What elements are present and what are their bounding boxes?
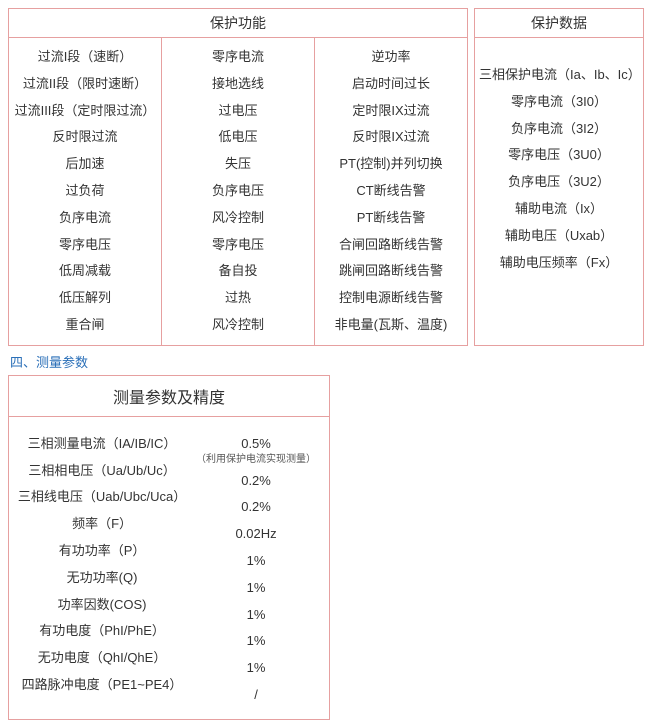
list-item: 过热 — [166, 285, 310, 312]
list-item: 过负荷 — [13, 178, 157, 205]
measure-value: 0.2% — [189, 494, 323, 521]
measure-note: （利用保护电流实现测量） — [189, 455, 323, 465]
measure-label: 无功电度（QhI/QhE） — [15, 645, 189, 672]
measure-label: 频率（F） — [15, 511, 189, 538]
measure-value: 0.2% — [189, 468, 323, 495]
list-item: 低周减载 — [13, 258, 157, 285]
list-item: 负序电流（3I2） — [479, 116, 639, 143]
measure-label: 三相测量电流（IA/IB/IC） — [15, 431, 189, 458]
list-item: 重合闸 — [13, 312, 157, 339]
list-item: 零序电流（3I0） — [479, 89, 639, 116]
list-item: 风冷控制 — [166, 312, 310, 339]
measure-value: 1% — [189, 655, 323, 682]
list-item: 辅助电压（Uxab） — [479, 223, 639, 250]
measure-label: 有功电度（PhI/PhE） — [15, 618, 189, 645]
protect-functions-header: 保护功能 — [9, 9, 467, 38]
measure-value: 0.5%（利用保护电流实现测量） — [189, 431, 323, 468]
list-item: 非电量(瓦斯、温度) — [319, 312, 463, 339]
measure-value: / — [189, 682, 323, 709]
list-item: CT断线告警 — [319, 178, 463, 205]
list-item: 零序电压 — [13, 232, 157, 259]
list-item: 反时限过流 — [13, 124, 157, 151]
list-item: 接地选线 — [166, 71, 310, 98]
list-item: 过流III段（定时限过流） — [13, 98, 157, 125]
protect-data-table: 保护数据 三相保护电流（Ia、Ib、Ic）零序电流（3I0）负序电流（3I2）零… — [474, 8, 644, 346]
list-item: 零序电流 — [166, 44, 310, 71]
list-item: 负序电压 — [166, 178, 310, 205]
measure-params-table: 测量参数及精度 三相测量电流（IA/IB/IC）三相相电压（Ua/Ub/Uc）三… — [8, 375, 330, 720]
list-item: PT(控制)并列切换 — [319, 151, 463, 178]
measure-value: 0.02Hz — [189, 521, 323, 548]
list-item: 合闸回路断线告警 — [319, 232, 463, 259]
list-item: 辅助电压频率（Fx） — [479, 250, 639, 277]
list-item: 低电压 — [166, 124, 310, 151]
list-item: 后加速 — [13, 151, 157, 178]
protect-func-col1: 过流I段（速断）过流II段（限时速断）过流III段（定时限过流）反时限过流后加速… — [9, 38, 161, 345]
measure-value: 1% — [189, 602, 323, 629]
measure-label: 四路脉冲电度（PE1~PE4） — [15, 672, 189, 699]
protect-func-col3: 逆功率启动时间过长定时限IX过流反时限IX过流PT(控制)并列切换CT断线告警P… — [315, 38, 467, 345]
list-item: 辅助电流（Ix） — [479, 196, 639, 223]
list-item: 三相保护电流（Ia、Ib、Ic） — [479, 62, 639, 89]
protect-functions-table: 保护功能 过流I段（速断）过流II段（限时速断）过流III段（定时限过流）反时限… — [8, 8, 468, 346]
list-item: 风冷控制 — [166, 205, 310, 232]
list-item: 失压 — [166, 151, 310, 178]
list-item: PT断线告警 — [319, 205, 463, 232]
list-item: 定时限IX过流 — [319, 98, 463, 125]
list-item: 逆功率 — [319, 44, 463, 71]
measure-label: 无功功率(Q) — [15, 565, 189, 592]
list-item: 过流II段（限时速断） — [13, 71, 157, 98]
section-title: 四、测量参数 — [10, 352, 644, 371]
protect-data-body: 三相保护电流（Ia、Ib、Ic）零序电流（3I0）负序电流（3I2）零序电压（3… — [475, 38, 643, 282]
list-item: 负序电流 — [13, 205, 157, 232]
measure-labels-col: 三相测量电流（IA/IB/IC）三相相电压（Ua/Ub/Uc）三相线电压（Uab… — [15, 431, 189, 709]
list-item: 低压解列 — [13, 285, 157, 312]
list-item: 负序电压（3U2） — [479, 169, 639, 196]
list-item: 启动时间过长 — [319, 71, 463, 98]
measure-label: 三相线电压（Uab/Ubc/Uca） — [15, 484, 189, 511]
list-item: 备自投 — [166, 258, 310, 285]
measure-label: 三相相电压（Ua/Ub/Uc） — [15, 458, 189, 485]
list-item: 过流I段（速断） — [13, 44, 157, 71]
measure-header: 测量参数及精度 — [9, 376, 329, 417]
measure-value: 1% — [189, 628, 323, 655]
protect-data-header: 保护数据 — [475, 9, 643, 38]
measure-value: 1% — [189, 548, 323, 575]
list-item: 跳闸回路断线告警 — [319, 258, 463, 285]
list-item: 零序电压（3U0） — [479, 142, 639, 169]
list-item: 零序电压 — [166, 232, 310, 259]
measure-label: 有功功率（P） — [15, 538, 189, 565]
list-item: 过电压 — [166, 98, 310, 125]
measure-label: 功率因数(COS) — [15, 592, 189, 619]
measure-values-col: 0.5%（利用保护电流实现测量）0.2%0.2%0.02Hz1%1%1%1%1%… — [189, 431, 323, 709]
list-item: 反时限IX过流 — [319, 124, 463, 151]
list-item: 控制电源断线告警 — [319, 285, 463, 312]
measure-value: 1% — [189, 575, 323, 602]
protect-func-col2: 零序电流接地选线过电压低电压失压负序电压风冷控制零序电压备自投过热风冷控制 — [161, 38, 315, 345]
